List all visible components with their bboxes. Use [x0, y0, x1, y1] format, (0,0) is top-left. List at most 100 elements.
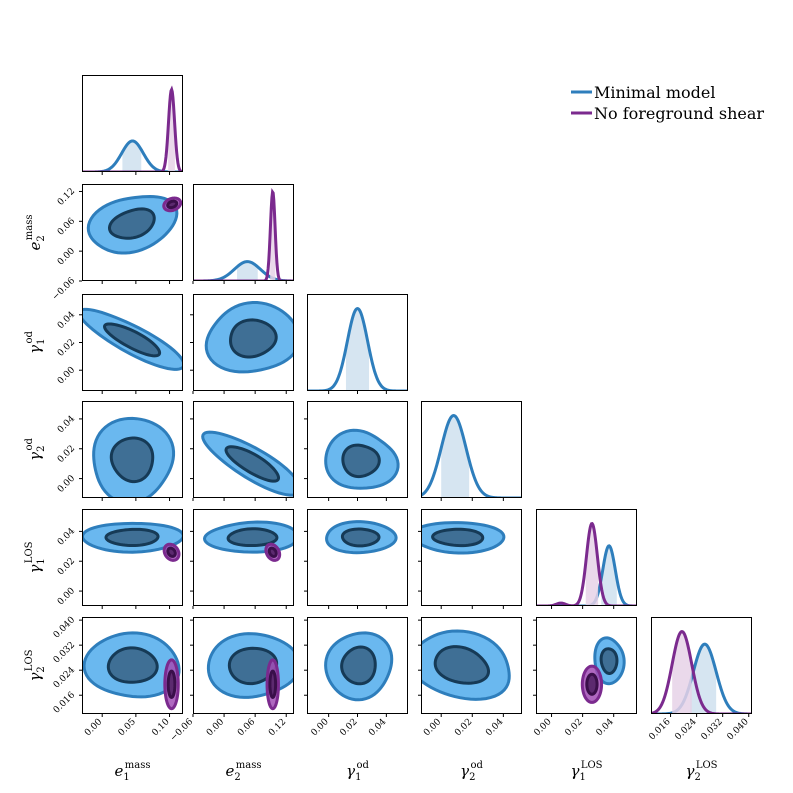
y-tick-label-g1los: 0.02 [56, 556, 77, 577]
minimal-contour-inner [433, 645, 491, 685]
minimal-contour-3-5 [421, 629, 511, 701]
panel-frame-3-3 [421, 401, 522, 498]
x-tick-label-e2: 0.12 [267, 717, 288, 738]
nofg-contour-inner [585, 672, 599, 696]
minimal-contour-inner [107, 207, 156, 240]
y-tick-label-e2: 0.00 [56, 246, 77, 267]
x-tick-label-e1: 0.00 [83, 717, 104, 738]
nofg-marginal-curve [82, 85, 183, 172]
minimal-contour-inner [104, 527, 160, 548]
y-axis-label-g2los: γ2LOS [24, 649, 47, 681]
nofg-contour-0-5 [163, 658, 180, 711]
y-axis-label-g2od: γ2od [24, 438, 47, 461]
minimal-contour-0-4 [82, 521, 183, 554]
nofg-contour-0-1 [162, 196, 183, 213]
nofg-marginal-band [672, 631, 692, 714]
legend: Minimal model No foreground shear [571, 83, 764, 123]
y-tick-label-e2: −0.06 [51, 276, 78, 303]
x-axis-label-e1: e1mass [115, 760, 151, 783]
panel-frame-3-1 [193, 401, 294, 498]
minimal-marginal-band [237, 261, 258, 281]
x-axis-label-g1los: γ1LOS [570, 760, 602, 783]
x-axis-label-g2los: γ2LOS [685, 760, 717, 783]
nofg-contour-1-5 [265, 658, 280, 711]
panel-frame-5-2 [307, 617, 408, 714]
y-tick-label-g2los: 0.016 [52, 690, 77, 715]
legend-label-nofg: No foreground shear [594, 104, 764, 123]
panel-frame-5-1 [193, 617, 294, 714]
minimal-contour-2-4 [325, 520, 398, 555]
minimal-contour-1-2 [204, 301, 294, 374]
x-tick-label-g1od: 0.02 [338, 717, 359, 738]
panel-frame-4-2 [307, 509, 408, 606]
x-axis-label-g2od: γ2od [460, 760, 483, 783]
x-tick-label-e2: −0.06 [169, 717, 196, 744]
legend-label-minimal: Minimal model [594, 83, 715, 102]
panel-frame-2-0 [82, 294, 183, 391]
nofg-marginal-curve [651, 629, 752, 714]
x-tick-label-g1los: 0.00 [532, 717, 553, 738]
minimal-contour-2-5 [324, 631, 394, 702]
x-axis-label-g1od: γ1od [346, 760, 369, 783]
panel-frame-3-0 [82, 401, 183, 498]
minimal-contour-inner [229, 318, 278, 359]
panel-frame-5-3 [421, 617, 522, 714]
y-tick-label-g1od: 0.00 [56, 365, 77, 386]
x-tick-label-g1los: 0.04 [595, 717, 616, 738]
panel-frame-0-0 [82, 75, 183, 172]
nofg-marginal-curve [193, 188, 294, 281]
y-tick-label-g2od: 0.02 [56, 444, 77, 465]
panel-frame-4-0 [82, 509, 183, 606]
x-tick-label-g2los: 0.032 [700, 717, 725, 742]
panel-frame-5-4 [536, 617, 637, 714]
nofg-marginal-e1 [82, 85, 183, 172]
nofg-marginal-g2los [651, 629, 752, 714]
y-tick-label-g2od: 0.04 [56, 414, 77, 435]
x-tick-label-g2los: 0.024 [673, 717, 698, 742]
minimal-contour-inner [340, 645, 377, 686]
minimal-contour-0-2 [82, 307, 183, 371]
minimal-contour-0-5 [82, 631, 181, 699]
x-tick-label-g2od: 0.02 [453, 717, 474, 738]
panel-frame-1-0 [82, 184, 183, 281]
y-axis-label-g1od: γ1od [24, 331, 47, 354]
y-tick-label-e2: 0.12 [56, 187, 77, 208]
minimal-contour-0-3 [92, 416, 176, 498]
minimal-contour-inner [226, 527, 279, 548]
minimal-contour-inner [224, 445, 281, 483]
minimal-contour-inner [431, 527, 485, 548]
y-axis-label-e2: e2mass [24, 215, 47, 251]
x-tick-label-e2: 0.06 [236, 717, 257, 738]
minimal-contour-inner [106, 646, 159, 684]
panel-frame-4-4 [536, 509, 637, 606]
y-axis-label-g1los: γ1LOS [24, 541, 47, 573]
y-tick-label-g1los: 0.04 [56, 526, 77, 547]
x-tick-label-g1od: 0.04 [367, 717, 388, 738]
x-tick-label-g1od: 0.00 [310, 717, 331, 738]
nofg-contour-4-5 [580, 664, 604, 704]
panel-frame-2-2 [307, 294, 408, 391]
nofg-contour-0-4 [162, 542, 181, 562]
minimal-contour-4-5 [593, 636, 626, 686]
minimal-contour-2-3 [324, 428, 400, 490]
panel-frame-3-2 [307, 401, 408, 498]
minimal-contour-inner [599, 647, 619, 675]
minimal-contour-inner [227, 646, 279, 686]
minimal-contour-0-1 [86, 195, 179, 255]
minimal-contour-3-4 [421, 521, 506, 555]
y-tick-label-g1od: 0.04 [56, 310, 77, 331]
x-tick-label-e2: 0.00 [205, 717, 226, 738]
y-tick-label-g2los: 0.032 [52, 640, 77, 665]
nofg-contour-inner [268, 669, 278, 699]
nofg-contour-inner [166, 546, 177, 558]
panel-frame-5-5 [651, 617, 752, 714]
x-tick-label-g2los: 0.016 [647, 717, 672, 742]
panel-frame-2-1 [193, 294, 294, 391]
y-tick-label-g1los: 0.00 [56, 586, 77, 607]
y-tick-label-g2los: 0.040 [52, 615, 77, 640]
y-tick-label-e2: 0.06 [56, 216, 77, 237]
x-tick-label-g1los: 0.02 [563, 717, 584, 738]
panel-bg-3-3 [421, 401, 522, 498]
nofg-marginal-e2 [193, 188, 294, 281]
